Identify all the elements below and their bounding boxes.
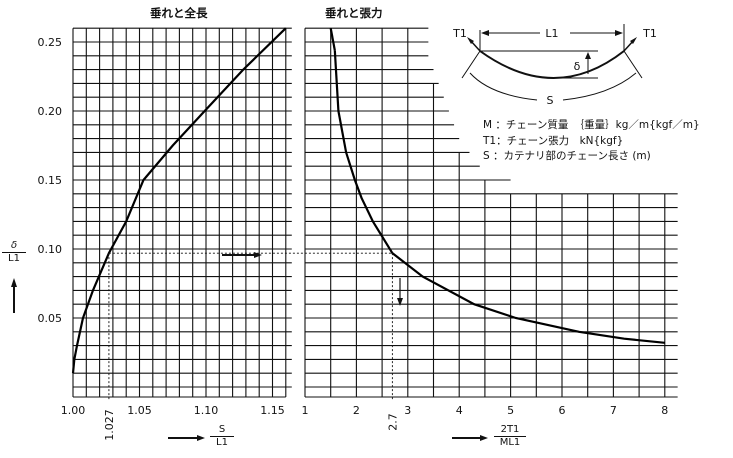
length-extension-lines: [461, 50, 643, 79]
right-x-tick-label: 4: [456, 404, 463, 417]
y-tick-label: 0.20: [38, 105, 63, 118]
left-x-tick-label: 1.05: [127, 404, 152, 417]
catenary-diagram: [461, 24, 643, 101]
left-x-axis-label-denominator: L1: [216, 437, 228, 448]
right-x-tick-label: 3: [404, 404, 411, 417]
right-x-tick-label: 6: [559, 404, 566, 417]
span-arrow-left: [481, 30, 489, 36]
right-chart-title: 垂れと張力: [325, 6, 383, 20]
span-extension-lines: [479, 24, 625, 51]
tension-arrow-right: [630, 37, 637, 44]
right-marker-tick-label: 2.7: [386, 413, 399, 431]
right-x-axis-label-denominator: ML1: [499, 437, 521, 448]
legend: M ：チェーン質量 ｛重量｝kg／m{kgf／m} T1：チェーン張力 kN{k…: [483, 118, 700, 165]
diagram-sag-label: δ: [574, 60, 581, 73]
length-arc: [469, 72, 637, 101]
right-x-axis-label-numerator: 2T1: [494, 424, 526, 437]
left-x-tick-label: 1.00: [61, 404, 86, 417]
left-x-axis-label: S L1: [210, 424, 234, 449]
y-tick-label: 0.05: [38, 312, 63, 325]
y-axis-label-denominator: L1: [8, 253, 20, 264]
left-axis-arrow-icon-head: [197, 435, 205, 441]
right-x-tick-label: 8: [661, 404, 668, 417]
left-marker-tick-label: 1.027: [103, 409, 116, 441]
right-x-axis-label: 2T1 ML1: [494, 424, 526, 449]
diagram-tension-right-label: T1: [642, 27, 657, 40]
right-x-tick-label: 1: [302, 404, 309, 417]
right-arrow-icon-head: [254, 252, 262, 258]
tension-arrows: [469, 39, 635, 52]
right-curve-top: [329, 27, 336, 51]
down-arrow-icon-head: [397, 298, 403, 306]
legend-tension: T1：チェーン張力 kN{kgf}: [483, 134, 624, 147]
up-arrow-icon-head: [11, 278, 17, 287]
right-axis-arrow-icon-head: [480, 435, 488, 441]
left-x-axis-label-numerator: S: [210, 424, 234, 437]
right-x-tick-label: 5: [507, 404, 514, 417]
diagram-span-label: L1: [545, 27, 558, 40]
tension-arrow-left: [467, 37, 474, 44]
legend-mass: M ：チェーン質量 ｛重量｝kg／m{kgf／m}: [483, 119, 700, 131]
diagram-length-label: S: [547, 94, 554, 107]
sag-arrow: [585, 52, 591, 59]
diagram-tension-left-label: T1: [452, 27, 467, 40]
span-arrow-right: [615, 30, 623, 36]
y-tick-label: 0.25: [38, 36, 63, 49]
sag-reference-lines: [480, 50, 598, 79]
right-x-tick-label: 7: [610, 404, 617, 417]
y-axis-label: δ L1: [2, 240, 26, 265]
chain-curve: [479, 50, 625, 79]
legend-length: S ：カテナリ部のチェーン長さ (m): [483, 150, 651, 162]
y-tick-label: 0.10: [38, 243, 63, 256]
y-axis-label-numerator: δ: [2, 240, 26, 253]
left-x-tick-label: 1.10: [194, 404, 219, 417]
left-curve: [71, 27, 287, 374]
left-chart-title: 垂れと全長: [150, 6, 208, 20]
right-curve: [333, 50, 665, 344]
y-tick-label: 0.15: [38, 174, 63, 187]
left-x-tick-label: 1.15: [260, 404, 285, 417]
right-x-tick-label: 2: [353, 404, 360, 417]
